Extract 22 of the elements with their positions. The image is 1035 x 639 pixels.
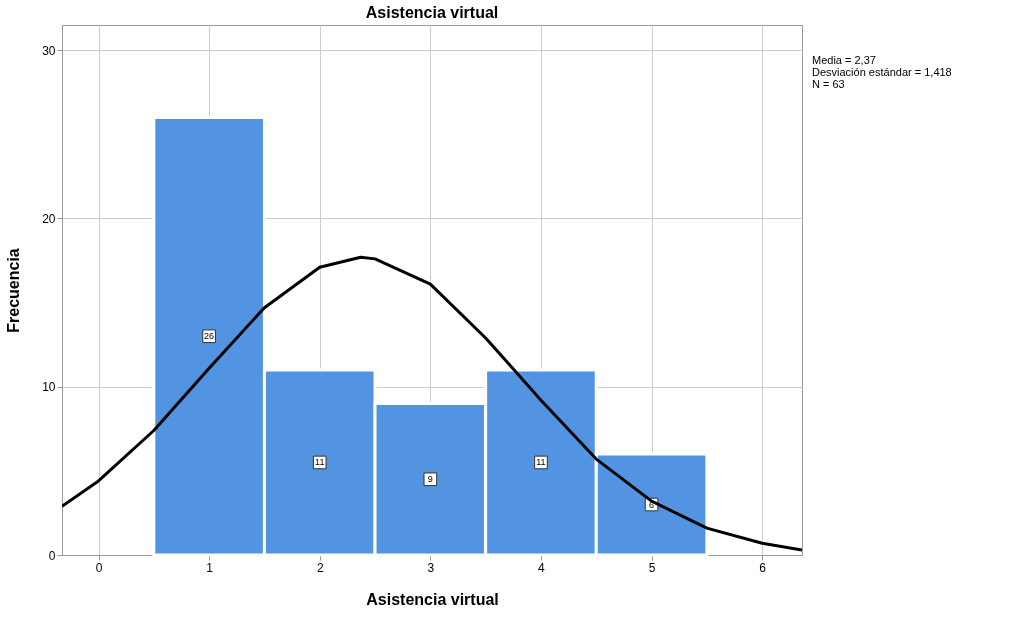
x-axis-title: Asistencia virtual bbox=[366, 590, 499, 608]
text: N = 63 bbox=[812, 78, 845, 90]
x-tick-label: 4 bbox=[538, 560, 546, 575]
data-label: 11 bbox=[536, 457, 546, 468]
x-tick-label: 5 bbox=[648, 560, 656, 575]
data-label: 11 bbox=[315, 457, 325, 468]
line-series bbox=[62, 255, 802, 552]
x-tick-label: 0 bbox=[95, 560, 103, 575]
y-tick-label: 10 bbox=[42, 380, 56, 395]
y-tick-label: 30 bbox=[42, 43, 56, 58]
y-tick-label: 0 bbox=[48, 548, 56, 563]
x-tick-label: 2 bbox=[316, 560, 324, 575]
text: Desviación estándar = 1,418 bbox=[812, 66, 952, 78]
data-label: 26 bbox=[204, 331, 215, 342]
y-tick-label: 20 bbox=[42, 211, 56, 226]
data-label: 9 bbox=[427, 474, 433, 485]
chart-title: Asistencia virtual bbox=[365, 4, 499, 21]
x-tick-label: 1 bbox=[206, 560, 214, 575]
y-axis-title: Frecuencia bbox=[5, 248, 23, 333]
x-tick-label: 3 bbox=[427, 560, 435, 575]
text: Media = 2,37 bbox=[812, 54, 876, 66]
x-tick-label: 6 bbox=[759, 560, 767, 575]
